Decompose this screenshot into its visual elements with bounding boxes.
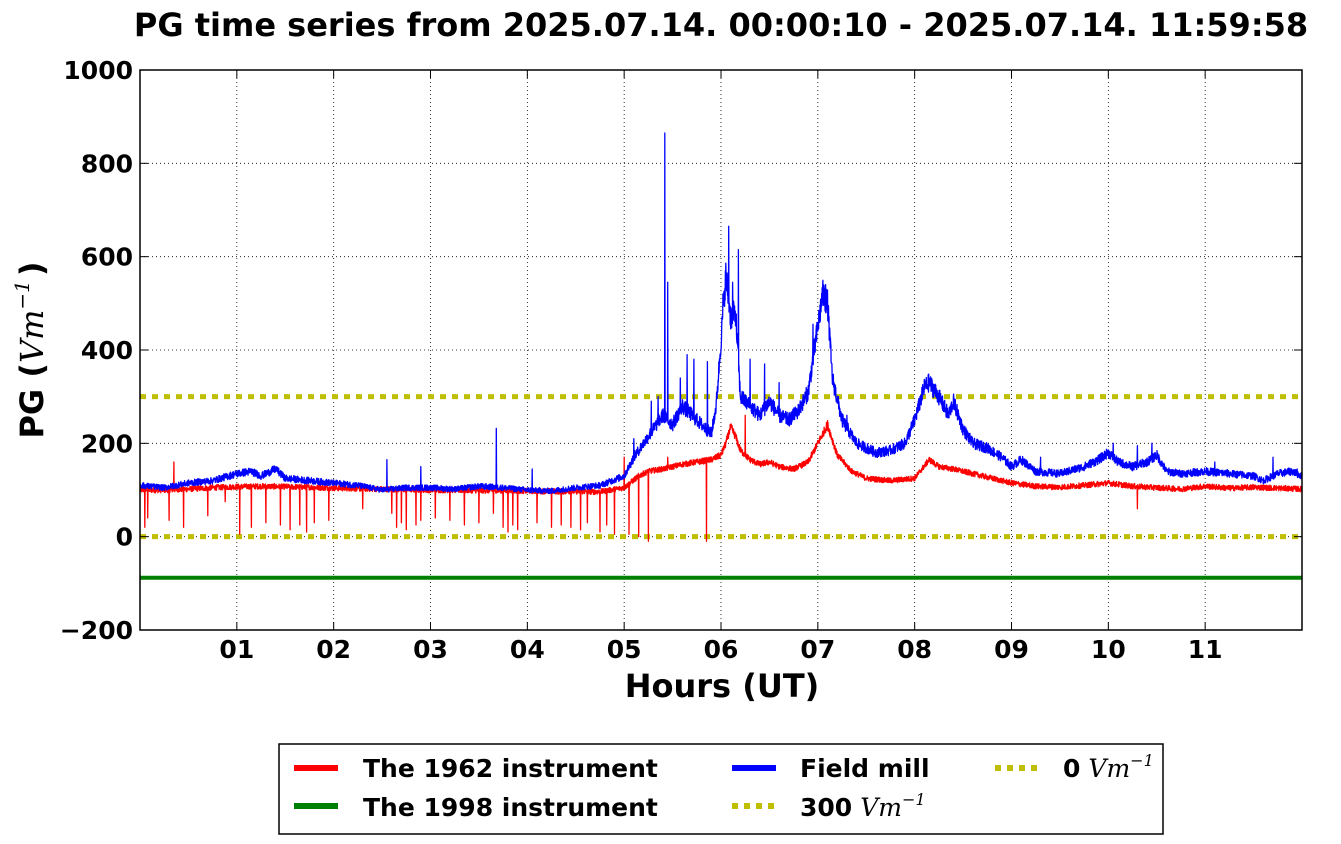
y-axis-label-unit: Vm <box>13 310 51 363</box>
x-axis-label: Hours (UT) <box>625 667 820 705</box>
legend-box <box>278 743 1164 835</box>
x-tick-label: 02 <box>316 635 351 664</box>
x-tick-labels: 01 02 03 04 05 06 07 08 09 10 11 <box>219 635 1222 664</box>
y-tick-label: 1000 <box>63 56 133 85</box>
legend-label-1998: The 1998 instrument <box>363 793 658 822</box>
chart-title: PG time series from 2025.07.14. 00:00:10… <box>134 6 1308 44</box>
legend-label-0-value: 0 <box>1063 754 1080 783</box>
series-line-field-mill <box>139 132 1303 495</box>
y-axis-label-close: ) <box>13 261 51 276</box>
x-tick-label: 09 <box>994 635 1029 664</box>
x-tick-label: 01 <box>219 635 254 664</box>
x-tick-label: 03 <box>413 635 448 664</box>
axis-ticks <box>140 69 1302 631</box>
legend-label-0: 0 Vm−1 <box>1063 751 1154 783</box>
legend-label-1962: The 1962 instrument <box>363 754 658 783</box>
y-tick-label: 400 <box>81 336 133 365</box>
y-tick-label: 600 <box>81 243 133 272</box>
x-tick-label: 11 <box>1188 635 1223 664</box>
x-tick-label: 05 <box>607 635 642 664</box>
series-lines <box>139 132 1303 580</box>
svg-text:PG (Vm−1): PG (Vm−1) <box>10 261 51 438</box>
legend-label-300-value: 300 <box>800 793 852 822</box>
y-tick-label: 800 <box>81 149 133 178</box>
y-axis-label: PG (Vm−1) <box>10 261 51 438</box>
y-tick-label: 0 <box>116 523 133 552</box>
legend-label-0-unit: Vm <box>1088 754 1130 783</box>
y-tick-labels: −200 0 200 400 600 800 1000 <box>60 56 133 645</box>
legend-label-field-mill: Field mill <box>800 754 930 783</box>
x-tick-label: 08 <box>897 635 932 664</box>
legend-label-300: 300 Vm−1 <box>800 790 926 822</box>
y-axis-label-exponent: −1 <box>10 280 34 309</box>
legend: The 1962 instrument The 1998 instrument … <box>278 743 1164 835</box>
y-tick-label: 200 <box>81 429 133 458</box>
legend-label-0-exponent: −1 <box>1130 751 1154 770</box>
x-tick-label: 07 <box>800 635 835 664</box>
x-tick-label: 10 <box>1091 635 1126 664</box>
y-tick-label: −200 <box>60 616 133 645</box>
legend-label-300-exponent: −1 <box>902 790 926 809</box>
legend-label-300-unit: Vm <box>860 793 902 822</box>
x-tick-label: 04 <box>510 635 545 664</box>
y-axis-label-text: PG ( <box>13 363 51 438</box>
x-tick-label: 06 <box>704 635 739 664</box>
